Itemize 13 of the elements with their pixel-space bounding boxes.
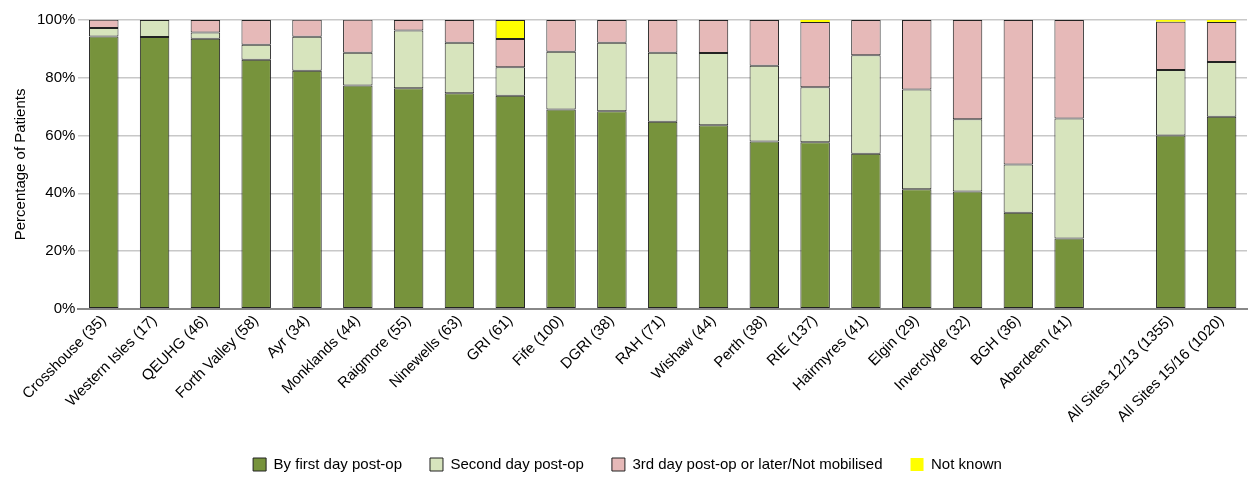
y-tick-label: 100% <box>36 10 76 28</box>
y-tick-label: 40% <box>45 183 76 201</box>
legend-label: Not known <box>931 454 1002 472</box>
y-tick-label: 60% <box>45 125 76 143</box>
bar <box>800 20 830 23</box>
legend-label: By first day post-op <box>273 454 402 472</box>
y-tick-label: 20% <box>45 241 76 259</box>
y-tick-label: 0% <box>53 299 76 316</box>
legend-label: 3rd day post-op or later/Not mobilised <box>632 454 883 472</box>
legend-label: Second day post-op <box>450 454 584 472</box>
y-axis-title: Percentage of Patients <box>11 88 29 241</box>
bar <box>1206 20 1237 23</box>
y-tick-label: 80% <box>45 67 76 85</box>
